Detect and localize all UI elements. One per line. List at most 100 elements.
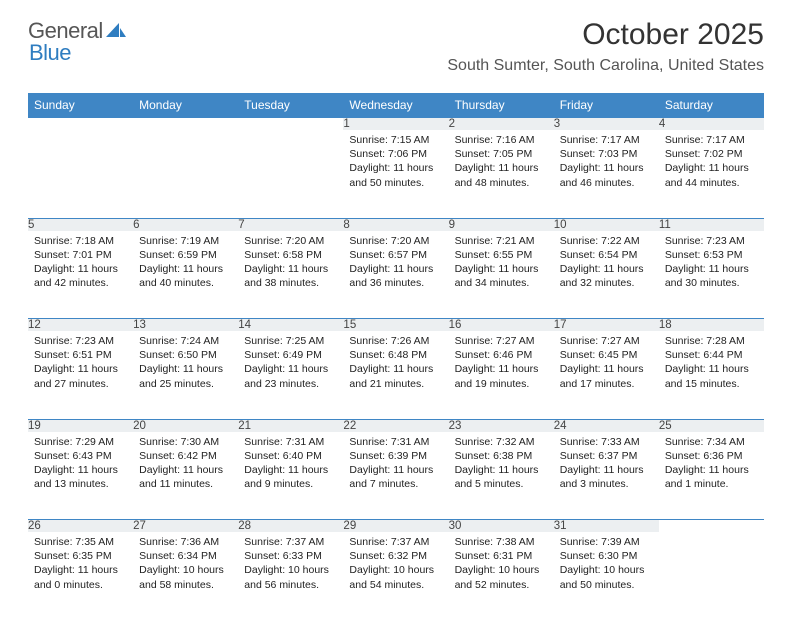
day-cell: Sunrise: 7:21 AMSunset: 6:55 PMDaylight:… (449, 231, 554, 319)
day-number: 17 (554, 319, 659, 332)
day-number-row: 19202122232425 (28, 419, 764, 432)
day-number: 7 (238, 218, 343, 231)
day-number (659, 520, 764, 533)
day-number: 8 (343, 218, 448, 231)
day-cell (28, 130, 133, 218)
weekday-header-row: Sunday Monday Tuesday Wednesday Thursday… (28, 93, 764, 118)
weekday-header: Saturday (659, 93, 764, 118)
calendar-body: 1234Sunrise: 7:15 AMSunset: 7:06 PMDayli… (28, 118, 764, 621)
day-cell: Sunrise: 7:17 AMSunset: 7:03 PMDaylight:… (554, 130, 659, 218)
day-number: 25 (659, 419, 764, 432)
day-number: 4 (659, 118, 764, 131)
day-number: 5 (28, 218, 133, 231)
day-cell-content: Sunrise: 7:33 AMSunset: 6:37 PMDaylight:… (554, 432, 659, 496)
day-number: 27 (133, 520, 238, 533)
logo-sail-icon (105, 22, 127, 40)
day-number (28, 118, 133, 131)
day-cell: Sunrise: 7:36 AMSunset: 6:34 PMDaylight:… (133, 532, 238, 620)
month-title: October 2025 (447, 18, 764, 51)
day-cell-content: Sunrise: 7:27 AMSunset: 6:46 PMDaylight:… (449, 331, 554, 395)
day-number: 20 (133, 419, 238, 432)
day-cell: Sunrise: 7:39 AMSunset: 6:30 PMDaylight:… (554, 532, 659, 620)
day-number: 15 (343, 319, 448, 332)
day-cell-content: Sunrise: 7:31 AMSunset: 6:39 PMDaylight:… (343, 432, 448, 496)
day-cell-content (659, 532, 764, 539)
header: General October 2025 South Sumter, South… (28, 18, 764, 75)
day-cell (238, 130, 343, 218)
day-cell: Sunrise: 7:37 AMSunset: 6:32 PMDaylight:… (343, 532, 448, 620)
day-number: 22 (343, 419, 448, 432)
day-cell: Sunrise: 7:15 AMSunset: 7:06 PMDaylight:… (343, 130, 448, 218)
day-cell-content: Sunrise: 7:15 AMSunset: 7:06 PMDaylight:… (343, 130, 448, 194)
day-number: 30 (449, 520, 554, 533)
location-subtitle: South Sumter, South Carolina, United Sta… (447, 57, 764, 75)
day-cell-content: Sunrise: 7:20 AMSunset: 6:57 PMDaylight:… (343, 231, 448, 295)
day-cell: Sunrise: 7:32 AMSunset: 6:38 PMDaylight:… (449, 432, 554, 520)
day-cell-content: Sunrise: 7:28 AMSunset: 6:44 PMDaylight:… (659, 331, 764, 395)
day-cell-content: Sunrise: 7:25 AMSunset: 6:49 PMDaylight:… (238, 331, 343, 395)
day-number: 2 (449, 118, 554, 131)
day-number: 13 (133, 319, 238, 332)
day-number: 21 (238, 419, 343, 432)
day-number: 3 (554, 118, 659, 131)
day-number (238, 118, 343, 131)
weekday-header: Wednesday (343, 93, 448, 118)
day-cell-content (28, 130, 133, 137)
day-cell: Sunrise: 7:24 AMSunset: 6:50 PMDaylight:… (133, 331, 238, 419)
day-cell-content: Sunrise: 7:23 AMSunset: 6:53 PMDaylight:… (659, 231, 764, 295)
day-cell-content: Sunrise: 7:32 AMSunset: 6:38 PMDaylight:… (449, 432, 554, 496)
day-number-row: 1234 (28, 118, 764, 131)
day-cell-content: Sunrise: 7:16 AMSunset: 7:05 PMDaylight:… (449, 130, 554, 194)
day-cell-content: Sunrise: 7:37 AMSunset: 6:33 PMDaylight:… (238, 532, 343, 596)
day-cell: Sunrise: 7:31 AMSunset: 6:40 PMDaylight:… (238, 432, 343, 520)
day-cell-content: Sunrise: 7:18 AMSunset: 7:01 PMDaylight:… (28, 231, 133, 295)
day-cell-content: Sunrise: 7:27 AMSunset: 6:45 PMDaylight:… (554, 331, 659, 395)
weekday-header: Friday (554, 93, 659, 118)
day-cell-content: Sunrise: 7:21 AMSunset: 6:55 PMDaylight:… (449, 231, 554, 295)
day-number: 11 (659, 218, 764, 231)
day-cell: Sunrise: 7:18 AMSunset: 7:01 PMDaylight:… (28, 231, 133, 319)
day-number (133, 118, 238, 131)
day-cell: Sunrise: 7:26 AMSunset: 6:48 PMDaylight:… (343, 331, 448, 419)
day-cell: Sunrise: 7:34 AMSunset: 6:36 PMDaylight:… (659, 432, 764, 520)
day-number: 9 (449, 218, 554, 231)
day-cell: Sunrise: 7:16 AMSunset: 7:05 PMDaylight:… (449, 130, 554, 218)
day-cell: Sunrise: 7:27 AMSunset: 6:46 PMDaylight:… (449, 331, 554, 419)
day-cell: Sunrise: 7:20 AMSunset: 6:58 PMDaylight:… (238, 231, 343, 319)
day-content-row: Sunrise: 7:23 AMSunset: 6:51 PMDaylight:… (28, 331, 764, 419)
day-cell: Sunrise: 7:25 AMSunset: 6:49 PMDaylight:… (238, 331, 343, 419)
day-cell: Sunrise: 7:22 AMSunset: 6:54 PMDaylight:… (554, 231, 659, 319)
day-content-row: Sunrise: 7:15 AMSunset: 7:06 PMDaylight:… (28, 130, 764, 218)
day-cell: Sunrise: 7:23 AMSunset: 6:51 PMDaylight:… (28, 331, 133, 419)
day-cell-content: Sunrise: 7:23 AMSunset: 6:51 PMDaylight:… (28, 331, 133, 395)
day-cell-content: Sunrise: 7:36 AMSunset: 6:34 PMDaylight:… (133, 532, 238, 596)
day-number: 29 (343, 520, 448, 533)
day-cell-content: Sunrise: 7:38 AMSunset: 6:31 PMDaylight:… (449, 532, 554, 596)
day-content-row: Sunrise: 7:18 AMSunset: 7:01 PMDaylight:… (28, 231, 764, 319)
day-number: 31 (554, 520, 659, 533)
day-cell: Sunrise: 7:20 AMSunset: 6:57 PMDaylight:… (343, 231, 448, 319)
day-cell: Sunrise: 7:28 AMSunset: 6:44 PMDaylight:… (659, 331, 764, 419)
day-cell: Sunrise: 7:35 AMSunset: 6:35 PMDaylight:… (28, 532, 133, 620)
day-number: 1 (343, 118, 448, 131)
day-cell: Sunrise: 7:17 AMSunset: 7:02 PMDaylight:… (659, 130, 764, 218)
title-block: October 2025 South Sumter, South Carolin… (447, 18, 764, 75)
day-number-row: 567891011 (28, 218, 764, 231)
day-cell-content: Sunrise: 7:29 AMSunset: 6:43 PMDaylight:… (28, 432, 133, 496)
day-cell: Sunrise: 7:23 AMSunset: 6:53 PMDaylight:… (659, 231, 764, 319)
day-number-row: 12131415161718 (28, 319, 764, 332)
day-number: 26 (28, 520, 133, 533)
day-cell: Sunrise: 7:30 AMSunset: 6:42 PMDaylight:… (133, 432, 238, 520)
day-cell-content: Sunrise: 7:39 AMSunset: 6:30 PMDaylight:… (554, 532, 659, 596)
day-cell: Sunrise: 7:38 AMSunset: 6:31 PMDaylight:… (449, 532, 554, 620)
day-cell: Sunrise: 7:37 AMSunset: 6:33 PMDaylight:… (238, 532, 343, 620)
day-cell-content: Sunrise: 7:34 AMSunset: 6:36 PMDaylight:… (659, 432, 764, 496)
day-cell-content: Sunrise: 7:19 AMSunset: 6:59 PMDaylight:… (133, 231, 238, 295)
day-number: 12 (28, 319, 133, 332)
calendar-table: Sunday Monday Tuesday Wednesday Thursday… (28, 93, 764, 620)
day-cell-content: Sunrise: 7:35 AMSunset: 6:35 PMDaylight:… (28, 532, 133, 596)
day-content-row: Sunrise: 7:35 AMSunset: 6:35 PMDaylight:… (28, 532, 764, 620)
day-cell-content (238, 130, 343, 137)
weekday-header: Thursday (449, 93, 554, 118)
day-cell-content: Sunrise: 7:17 AMSunset: 7:03 PMDaylight:… (554, 130, 659, 194)
